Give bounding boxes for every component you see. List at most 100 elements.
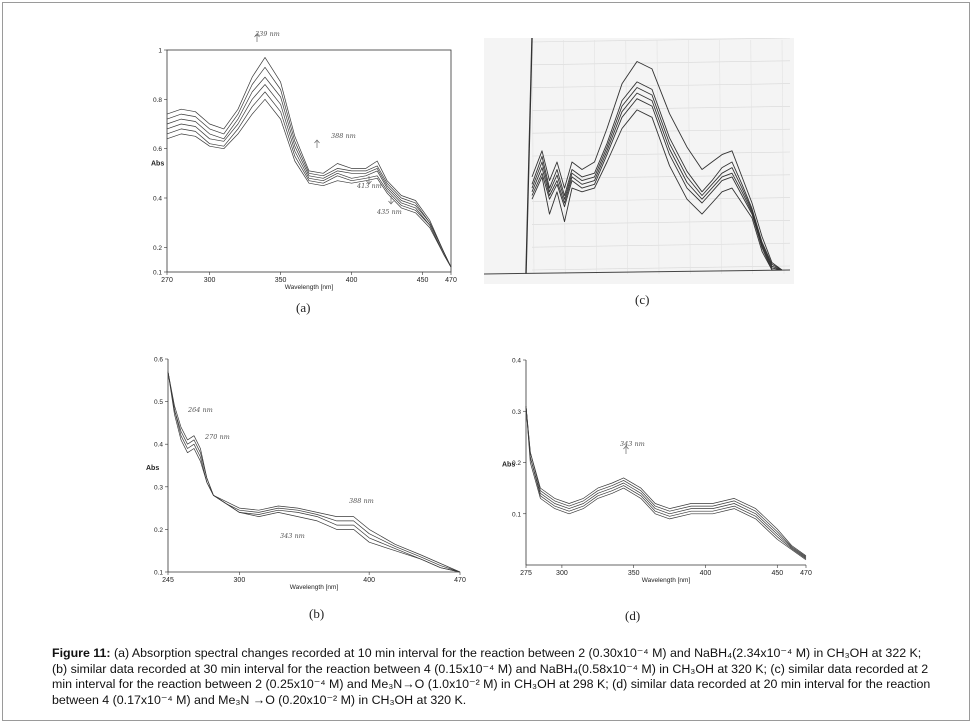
x-axis [484,269,791,275]
grid-line [531,174,791,180]
series-line [166,76,452,268]
y-tick-label: 0.1 [512,511,521,518]
x-tick-label: 400 [346,277,358,284]
series-line [167,371,461,573]
chart-b: 245 300 400 470 0.1 0.2 0.3 0.4 0.5 0.6 Wavelength… [146,357,466,592]
grid-line [531,151,791,157]
down-arrow-icon [388,196,394,205]
x-tick-label: 270 [161,277,173,284]
grid-line [531,83,791,88]
panel-b-label: (b) [309,606,325,621]
chart-d: 275 300 350 400 450 470 0.1 0.2 0.3 0.4 Wavelength… [502,358,812,585]
series-line [167,371,461,573]
x-tick-label: 400 [700,570,712,577]
series-line [166,66,452,268]
y-tick-label: 0.3 [512,409,521,416]
series-line [525,406,807,561]
grid-line [531,38,791,43]
grid-line [687,39,691,275]
y-tick-label: 0.1 [153,270,162,277]
series-line [531,109,782,271]
panel-a-label: (a) [296,300,311,315]
grid-line [531,60,791,66]
grid-line [531,220,791,225]
caption-lead: Figure 11: [52,646,111,660]
x-axis-label: Wavelength [nm] [285,284,334,291]
series-line [531,87,783,271]
grid-line [781,39,785,275]
x-tick-label: 450 [417,277,429,284]
y-tick-label: 0.6 [153,146,162,153]
y-axis-label: Abs [502,462,515,469]
figure-caption: Figure 11: (a) Absorption spectral chang… [52,646,932,708]
grid-line [531,242,791,248]
x-tick-label: 470 [800,570,812,577]
x-tick-label: 350 [275,277,287,284]
grid-line [531,106,791,111]
x-tick-label: 450 [771,570,783,577]
series-line [167,371,461,573]
y-axis-label: Abs [151,160,164,167]
x-tick-label: 275 [520,570,532,577]
y-tick-label: 0.2 [512,460,521,467]
y-axis [525,38,533,275]
x-tick-label: 300 [556,570,568,577]
y-tick-label: 0.4 [512,358,521,365]
series-line [166,84,452,268]
series-line [531,92,783,271]
chart-a: 270 300 350 400 450 470 0.1 0.2 0.4 0.6 0.8 1 Wavele… [151,30,457,291]
panel-d: 275 300 350 400 450 470 0.1 0.2 0.3 0.4 Wavelength… [496,352,818,592]
y-tick-label: 0.1 [154,570,163,577]
series-line [531,98,782,271]
down-arrow-icon [366,176,372,185]
grid-line [562,39,566,275]
x-tick-label: 350 [628,570,640,577]
grid-line [750,39,754,275]
series-line [525,406,807,558]
y-tick-label: 0.4 [153,196,162,203]
series-line [166,91,452,268]
x-tick-label: 400 [363,577,375,584]
wavelength-annotation: 343 nm [620,440,645,448]
grid-line [625,39,629,275]
x-tick-label: 245 [162,577,174,584]
x-tick-label: 300 [204,277,216,284]
y-tick-label: 1 [158,48,162,55]
x-tick-label: 470 [454,577,466,584]
y-axis-label: Abs [146,465,159,472]
panel-a: 270 300 350 400 450 470 0.1 0.2 0.4 0.6 0.8 1 Wavele… [145,30,465,292]
panel-c [484,38,794,284]
series-line [166,98,452,268]
y-tick-label: 0.4 [154,442,163,449]
grid-line [656,39,660,275]
x-tick-label: 300 [234,577,246,584]
plot-frame [166,49,452,273]
grid-line [719,39,722,275]
wavelength-annotation: 388 nm [331,132,356,140]
wavelength-annotation: 270 nm [204,433,230,441]
y-tick-label: 0.5 [154,399,163,406]
series-line [531,81,783,271]
y-tick-label: 0.3 [154,484,163,491]
wavelength-annotation: 343 nm [280,532,305,540]
grid-line [531,265,791,271]
chart-c-paper [484,38,794,284]
wavelength-annotation: 413 nm [356,182,382,190]
up-arrow-icon [254,33,260,42]
grid-line [531,39,535,275]
y-tick-label: 0.6 [154,357,163,364]
panel-d-label: (d) [625,608,641,623]
panel-c-label: (c) [635,292,650,307]
caption-text: (a) Absorption spectral changes recorded… [52,646,931,707]
x-tick-label: 470 [445,277,457,284]
chart-c [484,38,794,284]
wavelength-annotation: 388 nm [349,497,374,505]
y-tick-label: 0.8 [153,97,162,104]
wavelength-annotation: 435 nm [376,208,402,216]
y-tick-label: 0.2 [154,527,163,534]
panel-b: 245 300 400 470 0.1 0.2 0.3 0.4 0.5 0.6 Wavelength… [140,352,475,597]
series-line [167,371,461,573]
series-line [166,57,452,268]
x-axis-label: Wavelength [nm] [642,577,691,584]
